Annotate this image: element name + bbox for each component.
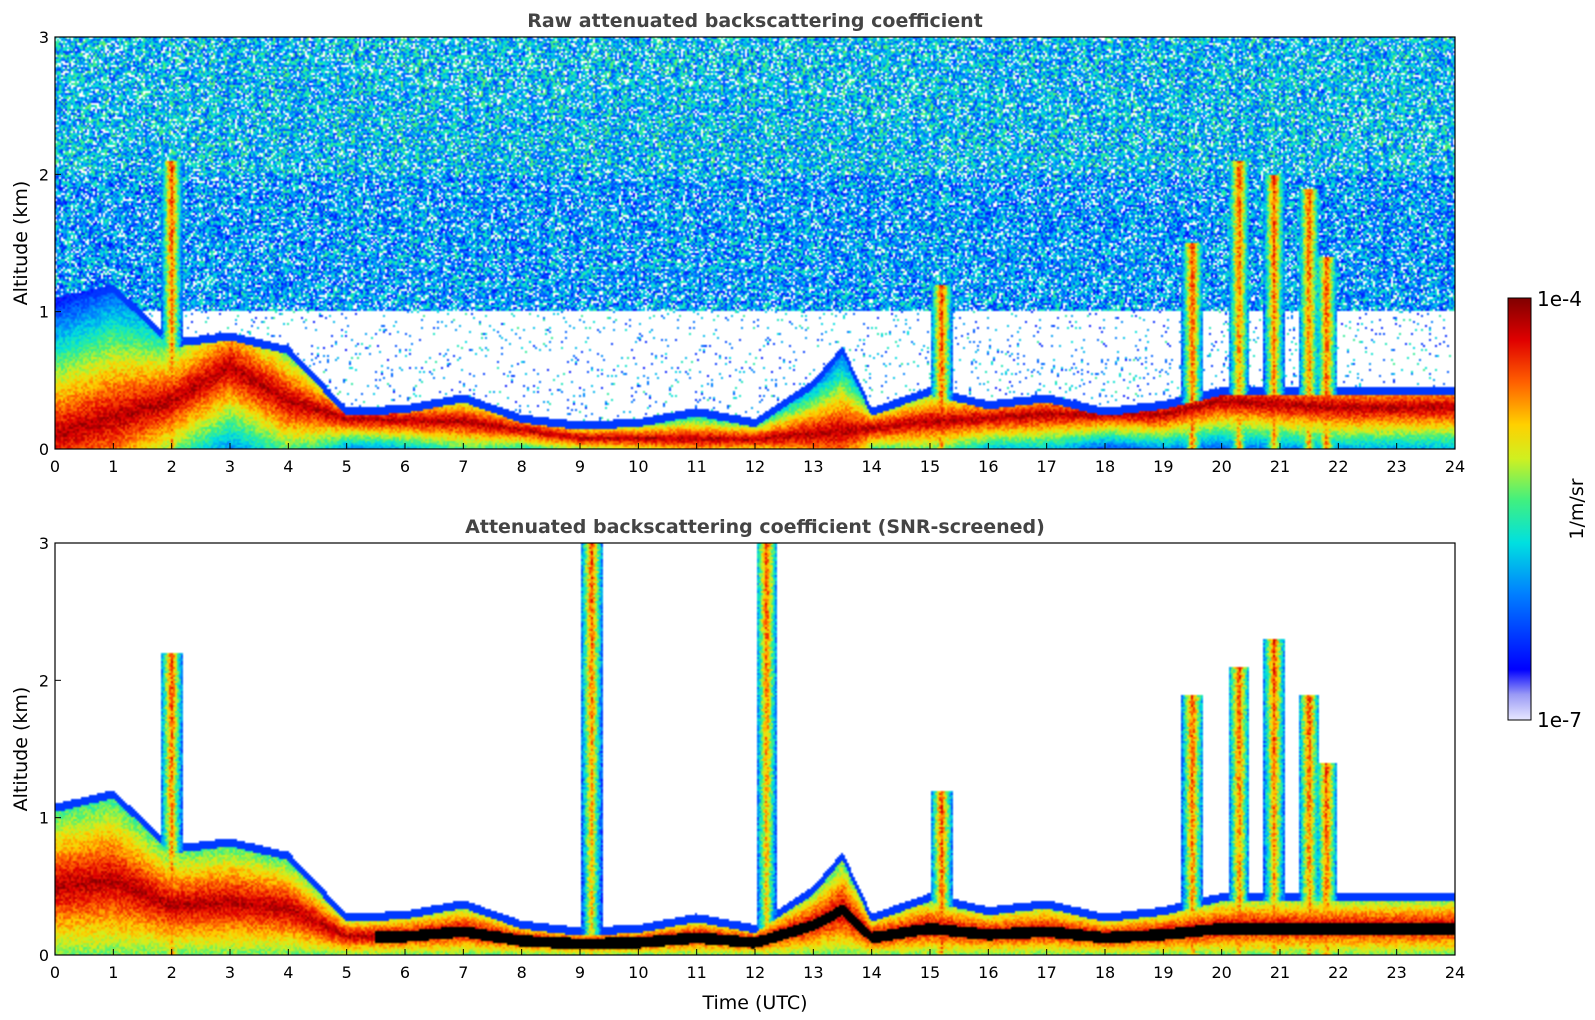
x-tick-label: 24 <box>1445 457 1465 476</box>
heatmap-raw <box>55 37 1455 449</box>
x-tick-label: 3 <box>225 457 235 476</box>
x-axis-screened: 0 1 2 3 4 5 6 7 8 9 10 11 12 13 14 15 16 17 18 19 20 21 22 23 24 <box>50 949 1465 982</box>
panel-title-screened: Attenuated backscattering coefficient (S… <box>465 516 1045 538</box>
y-tick-label: 1 <box>39 303 49 322</box>
x-tick-label: 11 <box>686 457 706 476</box>
x-tick-label: 9 <box>575 457 585 476</box>
x-tick-label: 20 <box>1211 457 1231 476</box>
x-tick-label: 1 <box>108 457 118 476</box>
x-tick-label: 8 <box>517 963 527 982</box>
x-tick-label: 6 <box>400 963 410 982</box>
x-tick-label: 11 <box>686 963 706 982</box>
x-tick-label: 23 <box>1386 457 1406 476</box>
x-axis-label: Time (UTC) <box>701 992 807 1014</box>
x-tick-label: 0 <box>50 457 60 476</box>
x-tick-label: 19 <box>1153 963 1173 982</box>
colorbar-gradient <box>1507 297 1532 721</box>
x-tick-label: 19 <box>1153 457 1173 476</box>
x-tick-label: 7 <box>458 963 468 982</box>
x-tick-label: 12 <box>745 457 765 476</box>
colorbar-min-label: 1e-7 <box>1537 708 1582 732</box>
x-tick-label: 17 <box>1036 963 1056 982</box>
x-tick-label: 16 <box>978 457 998 476</box>
x-tick-label: 7 <box>458 457 468 476</box>
heatmap-image-screened <box>55 543 1455 955</box>
x-tick-label: 22 <box>1328 457 1348 476</box>
x-tick-label: 5 <box>342 963 352 982</box>
colorbar-max-label: 1e-4 <box>1537 287 1582 311</box>
x-tick-label: 24 <box>1445 963 1465 982</box>
x-tick-label: 20 <box>1211 963 1231 982</box>
colorbar-unit-label: 1/m/sr <box>1566 478 1588 539</box>
x-tick-label: 15 <box>920 457 940 476</box>
x-tick-label: 13 <box>803 457 823 476</box>
y-axis-label-raw: Altitude (km) <box>10 181 32 306</box>
x-tick-label: 4 <box>283 963 293 982</box>
panel-raw: Raw attenuated backscattering coefficien… <box>10 10 1465 476</box>
x-tick-label: 9 <box>575 963 585 982</box>
x-tick-label: 2 <box>167 457 177 476</box>
x-tick-label: 18 <box>1095 963 1115 982</box>
y-tick-label: 2 <box>39 671 49 690</box>
x-tick-label: 4 <box>283 457 293 476</box>
y-axis-label-screened: Altitude (km) <box>10 687 32 812</box>
x-tick-label: 1 <box>108 963 118 982</box>
x-tick-label: 12 <box>745 963 765 982</box>
x-tick-label: 6 <box>400 457 410 476</box>
y-axis-raw: 0 1 2 3 <box>39 28 61 459</box>
heatmap-screened <box>55 543 1455 955</box>
y-tick-label: 0 <box>39 946 49 965</box>
x-tick-label: 15 <box>920 963 940 982</box>
panel-title-raw: Raw attenuated backscattering coefficien… <box>527 10 983 32</box>
y-tick-label: 1 <box>39 809 49 828</box>
x-tick-label: 16 <box>978 963 998 982</box>
x-tick-label: 5 <box>342 457 352 476</box>
x-tick-label: 18 <box>1095 457 1115 476</box>
x-tick-label: 17 <box>1036 457 1056 476</box>
x-tick-label: 13 <box>803 963 823 982</box>
x-tick-label: 8 <box>517 457 527 476</box>
colorbar: 1e-4 1e-7 1/m/sr <box>1507 287 1588 732</box>
y-tick-label: 3 <box>39 28 49 47</box>
panel-screened: Attenuated backscattering coefficient (S… <box>10 516 1465 1014</box>
x-tick-label: 0 <box>50 963 60 982</box>
x-tick-label: 14 <box>861 457 881 476</box>
x-tick-label: 3 <box>225 963 235 982</box>
x-tick-label: 10 <box>628 457 648 476</box>
x-tick-label: 22 <box>1328 963 1348 982</box>
heatmap-image-raw <box>55 37 1455 449</box>
x-axis-raw: 0 1 2 3 4 5 6 7 8 9 10 11 12 13 14 15 16 17 18 19 20 21 22 23 24 <box>50 443 1465 476</box>
y-tick-label: 0 <box>39 440 49 459</box>
y-tick-label: 2 <box>39 165 49 184</box>
x-tick-label: 2 <box>167 963 177 982</box>
x-tick-label: 21 <box>1270 457 1290 476</box>
x-tick-label: 14 <box>861 963 881 982</box>
y-axis-screened: 0 1 2 3 <box>39 534 61 965</box>
x-tick-label: 10 <box>628 963 648 982</box>
y-tick-label: 3 <box>39 534 49 553</box>
x-tick-label: 23 <box>1386 963 1406 982</box>
x-tick-label: 21 <box>1270 963 1290 982</box>
